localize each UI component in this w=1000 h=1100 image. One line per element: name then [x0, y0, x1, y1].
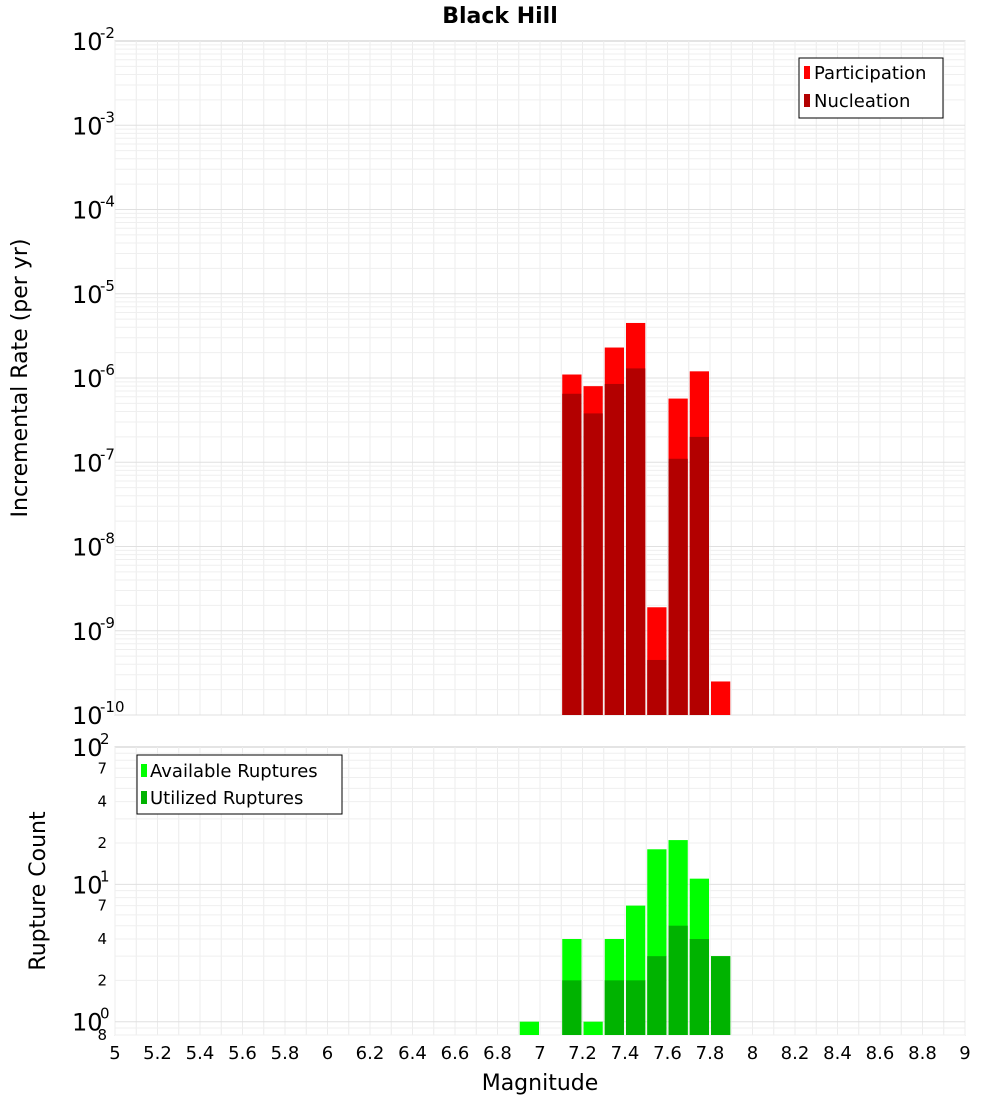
count-bar-utilized-ruptures [604, 980, 624, 1035]
count-y-minor-tick-label: 2 [97, 834, 107, 852]
utilized-legend-label: Utilized Ruptures [150, 788, 303, 809]
count-bar-utilized-ruptures [626, 980, 646, 1035]
x-tick-label: 5.2 [143, 1043, 172, 1064]
count-bar-utilized-ruptures [689, 939, 709, 1035]
rate-y-tick-base: 10 [72, 702, 103, 730]
count-y-tick-exponent: 1 [100, 867, 110, 885]
magnitude-x-ticks: 5 5.2 5.4 5.6 5.8 6 6.2 6.4 6.6 6.8 7 7.2 7.4 7.6 7.8 8… [109, 1043, 970, 1064]
rate-y-tick-base: 10 [72, 449, 103, 477]
rate-grid [114, 41, 966, 716]
count-y-minor-tick-label: 4 [97, 793, 107, 811]
x-tick-label: 8.2 [781, 1043, 810, 1064]
rate-bar-nucleation [647, 659, 667, 715]
count-y-tick-base: 10 [72, 871, 103, 899]
rate-bar-nucleation [604, 383, 624, 715]
rate-y-tick-base: 10 [72, 112, 103, 140]
rate-y-tick-exponent: -9 [100, 614, 115, 632]
x-tick-label: 6.4 [398, 1043, 427, 1064]
rate-y-tick-exponent: -5 [100, 277, 115, 295]
nucleation-legend-swatch [804, 94, 810, 107]
x-tick-label: 6 [322, 1043, 333, 1064]
rate-y-tick-exponent: -6 [100, 361, 115, 379]
available-legend-label: Available Ruptures [150, 761, 318, 782]
rate-bar-nucleation [626, 368, 646, 715]
count-y-minor-tick-label: 7 [97, 759, 107, 777]
rate-legend: Participation Nucleation [798, 57, 944, 119]
x-tick-label: 7 [534, 1043, 545, 1064]
rate-y-tick-exponent: -3 [100, 108, 115, 126]
count-y-tick-base: 10 [72, 734, 103, 762]
x-axis-label: Magnitude [482, 1071, 599, 1096]
x-tick-label: 8.4 [823, 1043, 852, 1064]
count-y-minor-tick-label: 4 [97, 930, 107, 948]
rate-panel: 10-210-310-410-510-610-710-810-910-10 Pa… [8, 24, 966, 730]
count-y-minor-tick-label: 7 [97, 897, 107, 915]
chart-title: Black Hill [442, 4, 558, 29]
x-tick-label: 5 [109, 1043, 120, 1064]
rate-bar-nucleation [689, 436, 709, 715]
rate-y-tick-exponent: -10 [100, 698, 125, 716]
rate-y-tick-exponent: -8 [100, 530, 115, 548]
count-y-tick-base: 10 [72, 1009, 103, 1037]
x-tick-label: 9 [959, 1043, 970, 1064]
rate-bars [562, 322, 731, 715]
x-tick-label: 5.4 [186, 1043, 215, 1064]
x-tick-label: 8 [747, 1043, 758, 1064]
rate-bar-nucleation [583, 413, 603, 715]
rate-y-tick-exponent: -4 [100, 193, 115, 211]
utilized-legend-swatch [141, 791, 147, 804]
rate-y-tick-base: 10 [72, 281, 103, 309]
x-tick-label: 8.6 [866, 1043, 895, 1064]
x-tick-label: 7.2 [568, 1043, 597, 1064]
x-tick-label: 7.4 [611, 1043, 640, 1064]
rate-y-tick-base: 10 [72, 365, 103, 393]
count-y-axis-label: Rupture Count [26, 811, 51, 971]
x-tick-label: 6.8 [483, 1043, 512, 1064]
x-tick-label: 8.8 [908, 1043, 937, 1064]
count-bar-utilized-ruptures [668, 925, 688, 1035]
rate-legend-box [798, 57, 944, 119]
x-tick-label: 5.8 [271, 1043, 300, 1064]
count-y-minor-tick-label: 2 [97, 971, 107, 989]
count-legend-box [136, 754, 343, 815]
rate-y-tick-base: 10 [72, 28, 103, 56]
rate-y-axis-label: Incremental Rate (per yr) [8, 239, 33, 518]
x-tick-label: 7.6 [653, 1043, 682, 1064]
rate-bar-participation [711, 681, 731, 715]
rate-y-ticks: 10-210-310-410-510-610-710-810-910-10 [72, 24, 125, 730]
participation-legend-swatch [804, 66, 810, 79]
count-bar-available-ruptures [583, 1021, 603, 1035]
count-y-minor-tick-label: 8 [97, 1026, 107, 1044]
rate-y-tick-exponent: -7 [100, 445, 115, 463]
rate-y-tick-exponent: -2 [100, 24, 115, 42]
available-legend-swatch [141, 764, 147, 777]
x-tick-label: 7.8 [696, 1043, 725, 1064]
x-tick-label: 6.6 [441, 1043, 470, 1064]
x-tick-label: 5.6 [228, 1043, 257, 1064]
count-bars [519, 840, 731, 1035]
count-bar-available-ruptures [519, 1021, 539, 1035]
rate-y-tick-base: 10 [72, 534, 103, 562]
count-bar-utilized-ruptures [647, 956, 667, 1035]
nucleation-legend-label: Nucleation [814, 91, 910, 112]
rate-bar-nucleation [668, 458, 688, 715]
count-y-tick-exponent: 2 [100, 730, 110, 748]
count-bar-utilized-ruptures [711, 956, 731, 1035]
x-tick-label: 6.2 [356, 1043, 385, 1064]
count-y-tick-exponent: 0 [100, 1005, 110, 1023]
rate-y-tick-base: 10 [72, 197, 103, 225]
count-bar-utilized-ruptures [562, 980, 582, 1035]
participation-legend-label: Participation [814, 63, 926, 84]
rate-y-tick-base: 10 [72, 618, 103, 646]
count-legend: Available Ruptures Utilized Ruptures [136, 754, 343, 815]
rate-bar-nucleation [562, 393, 582, 715]
